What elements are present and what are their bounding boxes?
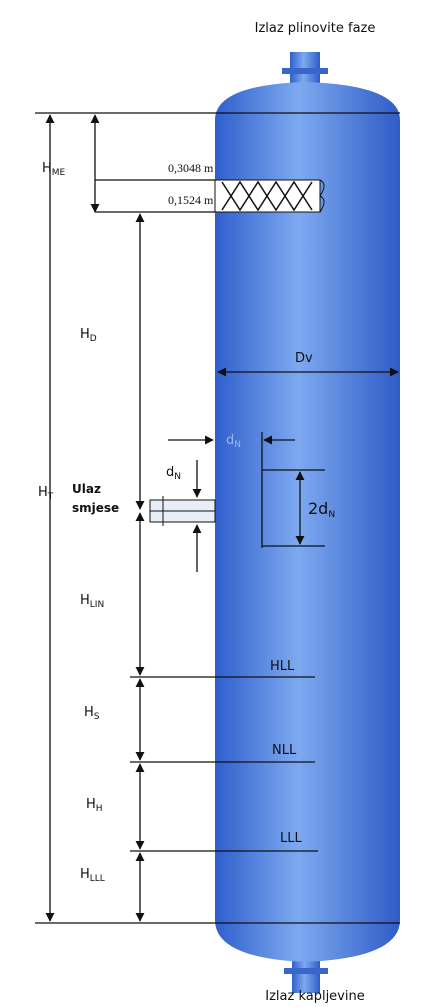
- label-main: H: [80, 327, 90, 342]
- label: dN: [166, 465, 181, 482]
- label-sub: D: [90, 334, 97, 344]
- label-sub: LLL: [90, 874, 105, 884]
- label-sub: N: [328, 510, 335, 520]
- label-main: 2d: [308, 499, 328, 518]
- bottom-outlet: Izlaz kapljevine: [265, 989, 364, 1004]
- label: HS: [84, 705, 100, 722]
- label: HLLL: [80, 867, 105, 884]
- label-main: H: [80, 867, 90, 882]
- level-label: LLL: [280, 831, 302, 846]
- label: HME: [42, 161, 66, 178]
- label: HLIN: [80, 593, 104, 610]
- label: dN: [226, 433, 241, 450]
- label: HD: [80, 327, 97, 344]
- label-main: H: [38, 485, 48, 500]
- level-label: HLL: [270, 659, 295, 674]
- label: 0,3048 m: [168, 161, 214, 175]
- label-sub: ME: [52, 168, 66, 178]
- label-main: d: [166, 465, 174, 480]
- label-sub: H: [96, 804, 103, 814]
- label: HH: [86, 797, 103, 814]
- level-label: NLL: [272, 743, 297, 758]
- dimension-lines: [35, 112, 400, 924]
- label-sub: T: [47, 492, 54, 502]
- label: 2dN: [308, 499, 335, 520]
- label-main: H: [42, 161, 52, 176]
- label-sub: LIN: [90, 600, 104, 610]
- label-main: H: [84, 705, 94, 720]
- label-sub: N: [234, 440, 241, 450]
- inlet-label: smjese: [72, 501, 119, 515]
- vessel: [149, 52, 400, 993]
- label: HT: [38, 485, 54, 502]
- label: Dv: [295, 351, 313, 366]
- label-sub: N: [174, 472, 181, 482]
- label: 0,1524 m: [168, 193, 214, 207]
- label-sub: S: [94, 712, 100, 722]
- top-outlet: Izlaz plinovite faze: [255, 21, 376, 36]
- label-main: H: [80, 593, 90, 608]
- inlet-label: Ulaz: [72, 482, 101, 496]
- label-main: H: [86, 797, 96, 812]
- label-main: d: [226, 433, 234, 448]
